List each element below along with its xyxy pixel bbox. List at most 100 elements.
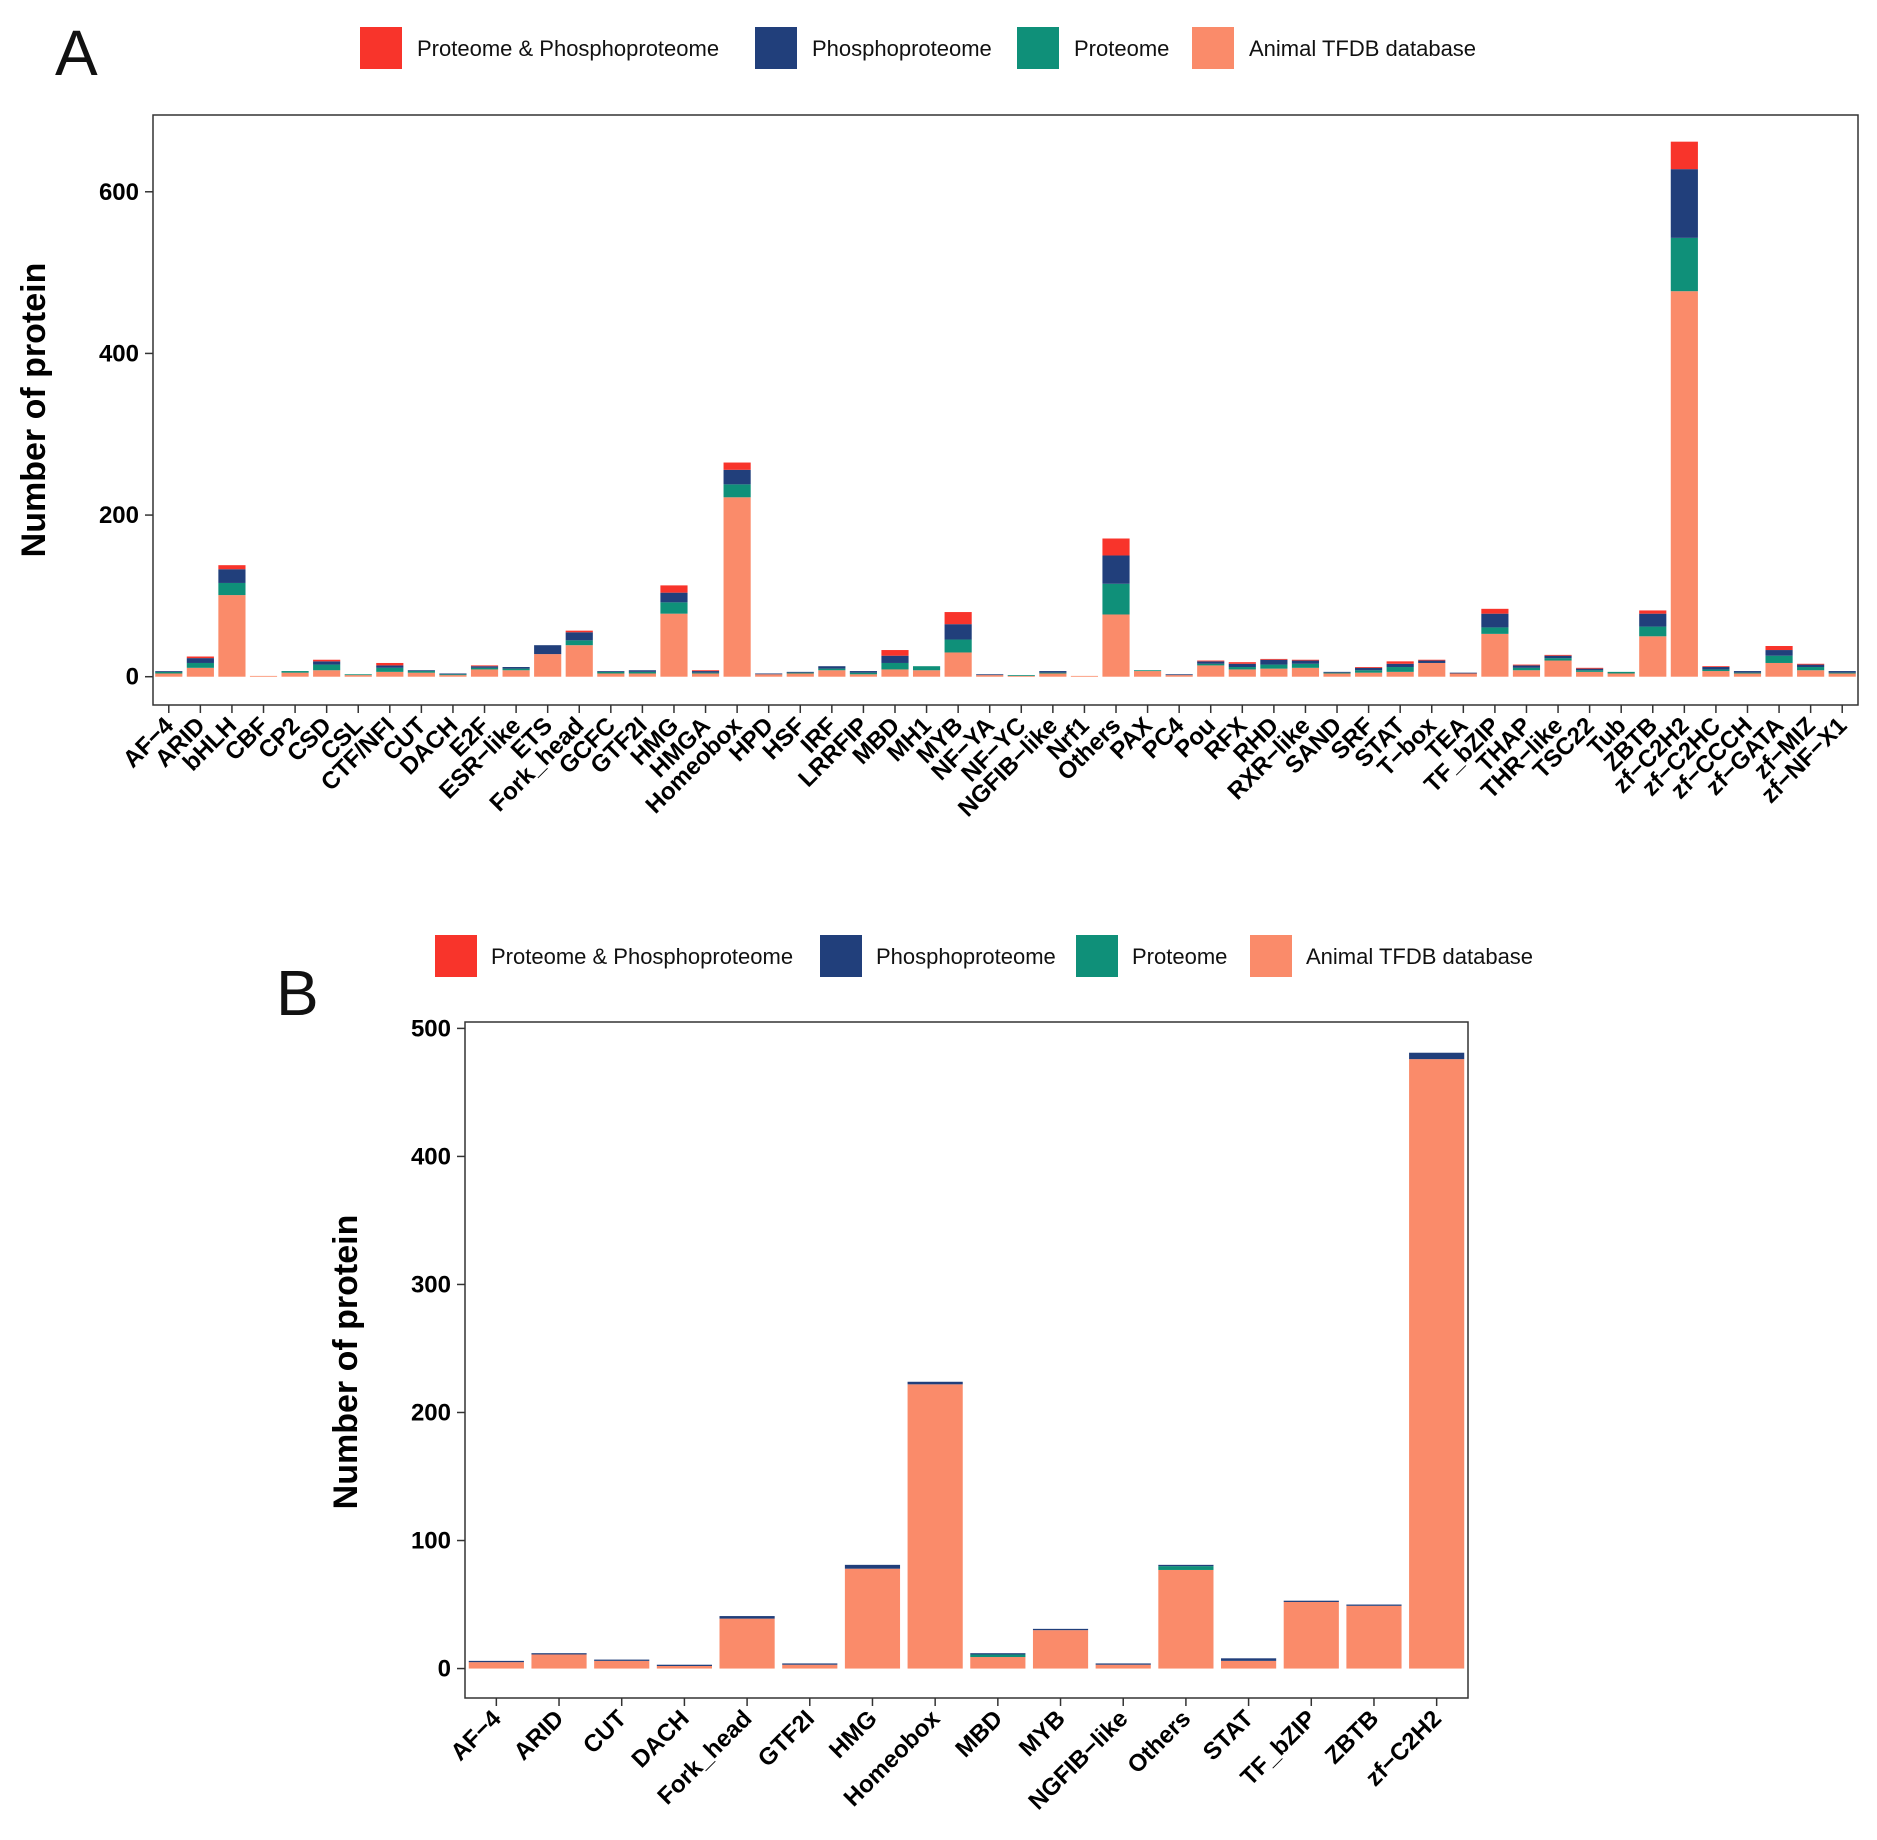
bar-a-csl-proteome xyxy=(344,674,372,676)
bar-a-e2f-proteome xyxy=(470,667,499,670)
legend-b: Proteome & Phosphoproteome Phosphoproteo… xyxy=(435,935,1533,977)
bar-b-fork-head-animal-tfdb-database xyxy=(719,1618,775,1669)
bar-a-tea-animal-tfdb-database xyxy=(1449,673,1477,677)
bar-a-cut-phosphoproteome xyxy=(407,670,435,672)
legend-a-swatch-phospho xyxy=(755,27,797,69)
bar-a-rfx-proteome xyxy=(1228,667,1256,670)
bar-a-ctf-nfi-proteome-phosphoproteome xyxy=(376,662,404,666)
bar-b-gtf2i-phosphoproteome xyxy=(782,1663,838,1665)
y-axis-label-b: Number of protein xyxy=(327,1215,365,1510)
bar-a-ngfib-like-phosphoproteome xyxy=(1039,671,1067,673)
bar-a-others-proteome xyxy=(1102,583,1130,615)
plot-frame-b xyxy=(464,1021,1469,1699)
bar-a-arid-phosphoproteome xyxy=(186,658,214,663)
bar-b-others-animal-tfdb-database xyxy=(1158,1569,1214,1669)
bar-b-homeobox-phosphoproteome xyxy=(907,1381,963,1385)
bar-a-homeobox-animal-tfdb-database xyxy=(723,497,751,677)
bar-a-zbtb-proteome xyxy=(1639,626,1667,637)
bar-a-irf-proteome xyxy=(818,668,846,671)
bar-a-tub-proteome xyxy=(1607,671,1635,674)
bar-a-zf-c2h2-phosphoproteome xyxy=(1670,169,1698,238)
bar-b-dach-animal-tfdb-database xyxy=(656,1665,712,1669)
legend-b-swatch-both xyxy=(435,935,477,977)
bar-a-zf-miz-proteome-phosphoproteome xyxy=(1797,663,1825,665)
bar-b-zf-c2h2-animal-tfdb-database xyxy=(1409,1059,1465,1669)
x-tick-label-b-hmg: HMG xyxy=(824,1705,883,1764)
bar-a-hmg-phosphoproteome xyxy=(660,592,688,603)
bar-a-bhlh-animal-tfdb-database xyxy=(218,595,246,677)
bar-a-t-box-phosphoproteome xyxy=(1418,660,1446,663)
y-tick-label-b-100: 100 xyxy=(411,1528,451,1555)
bar-a-zf-c2h2-animal-tfdb-database xyxy=(1670,291,1698,677)
bar-a-others-phosphoproteome xyxy=(1102,555,1130,584)
bar-a-nf-ya-phosphoproteome xyxy=(976,674,1004,676)
bar-a-zf-c2h2-proteome xyxy=(1670,237,1698,292)
bar-a-dach-phosphoproteome xyxy=(439,673,467,675)
bar-a-mh1-animal-tfdb-database xyxy=(912,670,941,677)
legend-a-swatch-tfdb xyxy=(1192,27,1234,69)
bar-a-esr-like-proteome xyxy=(502,668,530,671)
bar-a-zf-nf-x1-proteome xyxy=(1828,672,1856,674)
bar-a-pou-phosphoproteome xyxy=(1197,661,1225,664)
bar-a-af-4-proteome xyxy=(155,671,183,674)
bar-a-tsc22-proteome-phosphoproteome xyxy=(1576,667,1604,669)
bar-a-sand-animal-tfdb-database xyxy=(1323,673,1351,677)
plot-area-a: 0200400600AF−4ARIDbHLHCBFCP2CSDCSLCTF/NF… xyxy=(99,114,1859,822)
bar-a-csd-proteome-phosphoproteome xyxy=(313,659,341,662)
bar-a-zf-nf-x1-animal-tfdb-database xyxy=(1828,673,1856,677)
bar-a-dach-animal-tfdb-database xyxy=(439,675,467,677)
legend-a-label-tfdb: Animal TFDB database xyxy=(1249,36,1476,61)
bar-a-lrrfip-animal-tfdb-database xyxy=(849,674,877,677)
bar-a-af-4-animal-tfdb-database xyxy=(155,673,183,677)
bar-a-arid-proteome xyxy=(186,662,214,668)
bar-a-myb-proteome-phosphoproteome xyxy=(944,612,972,625)
bar-a-pc4-animal-tfdb-database xyxy=(1165,675,1193,677)
bar-a-t-box-proteome-phosphoproteome xyxy=(1418,659,1446,661)
bar-a-rfx-phosphoproteome xyxy=(1228,663,1256,668)
bar-b-fork-head-phosphoproteome xyxy=(719,1616,775,1619)
bar-a-ets-phosphoproteome xyxy=(534,645,562,655)
bar-a-hpd-animal-tfdb-database xyxy=(755,674,783,677)
bar-a-bhlh-proteome xyxy=(218,582,246,596)
bar-b-myb-phosphoproteome xyxy=(1032,1628,1089,1631)
bar-a-nf-yc-proteome xyxy=(1007,675,1035,676)
bar-a-zf-c2hc-proteome-phosphoproteome xyxy=(1702,666,1730,668)
bar-a-pou-proteome xyxy=(1197,663,1225,666)
bar-a-arid-proteome-phosphoproteome xyxy=(186,656,214,659)
bar-a-zf-nf-x1-phosphoproteome xyxy=(1828,671,1856,673)
bar-a-rxr-like-phosphoproteome xyxy=(1291,660,1320,664)
bar-a-zf-c2hc-phosphoproteome xyxy=(1702,667,1730,670)
bar-a-srf-phosphoproteome xyxy=(1355,667,1383,671)
bar-a-myb-animal-tfdb-database xyxy=(944,652,972,677)
bar-a-hmga-proteome xyxy=(691,672,720,674)
bar-b-tf-bzip-phosphoproteome xyxy=(1283,1600,1339,1602)
bar-a-hmga-phosphoproteome xyxy=(691,671,720,673)
bar-a-e2f-phosphoproteome xyxy=(470,666,499,668)
bar-a-esr-like-phosphoproteome xyxy=(502,667,530,669)
bar-a-mbd-proteome xyxy=(881,662,909,670)
bar-a-hmga-proteome-phosphoproteome xyxy=(691,670,720,672)
bar-a-myb-proteome xyxy=(944,639,972,653)
bar-a-tf-bzip-animal-tfdb-database xyxy=(1481,633,1509,677)
bar-b-af-4-animal-tfdb-database xyxy=(468,1662,524,1669)
bar-a-hsf-proteome xyxy=(786,672,814,674)
bar-a-gtf2i-animal-tfdb-database xyxy=(628,673,656,677)
bar-b-others-phosphoproteome xyxy=(1158,1564,1214,1567)
bar-a-stat-phosphoproteome xyxy=(1386,663,1414,668)
bar-a-sand-phosphoproteome xyxy=(1323,671,1351,673)
bar-a-hsf-animal-tfdb-database xyxy=(786,673,814,677)
bar-a-thap-animal-tfdb-database xyxy=(1512,670,1541,677)
bar-a-rxr-like-animal-tfdb-database xyxy=(1291,667,1320,677)
bar-a-tf-bzip-proteome xyxy=(1481,627,1509,634)
bar-a-mh1-proteome xyxy=(912,666,941,671)
bar-a-csd-phosphoproteome xyxy=(313,661,341,665)
bar-a-zbtb-phosphoproteome xyxy=(1639,613,1667,627)
bar-a-ngfib-like-proteome xyxy=(1039,672,1067,674)
bar-a-lrrfip-phosphoproteome xyxy=(849,671,877,673)
y-tick-label-b-400: 400 xyxy=(411,1143,451,1170)
bar-a-csl-animal-tfdb-database xyxy=(344,675,372,677)
bar-a-mbd-phosphoproteome xyxy=(881,655,909,663)
y-tick-label-b-500: 500 xyxy=(411,1015,451,1042)
